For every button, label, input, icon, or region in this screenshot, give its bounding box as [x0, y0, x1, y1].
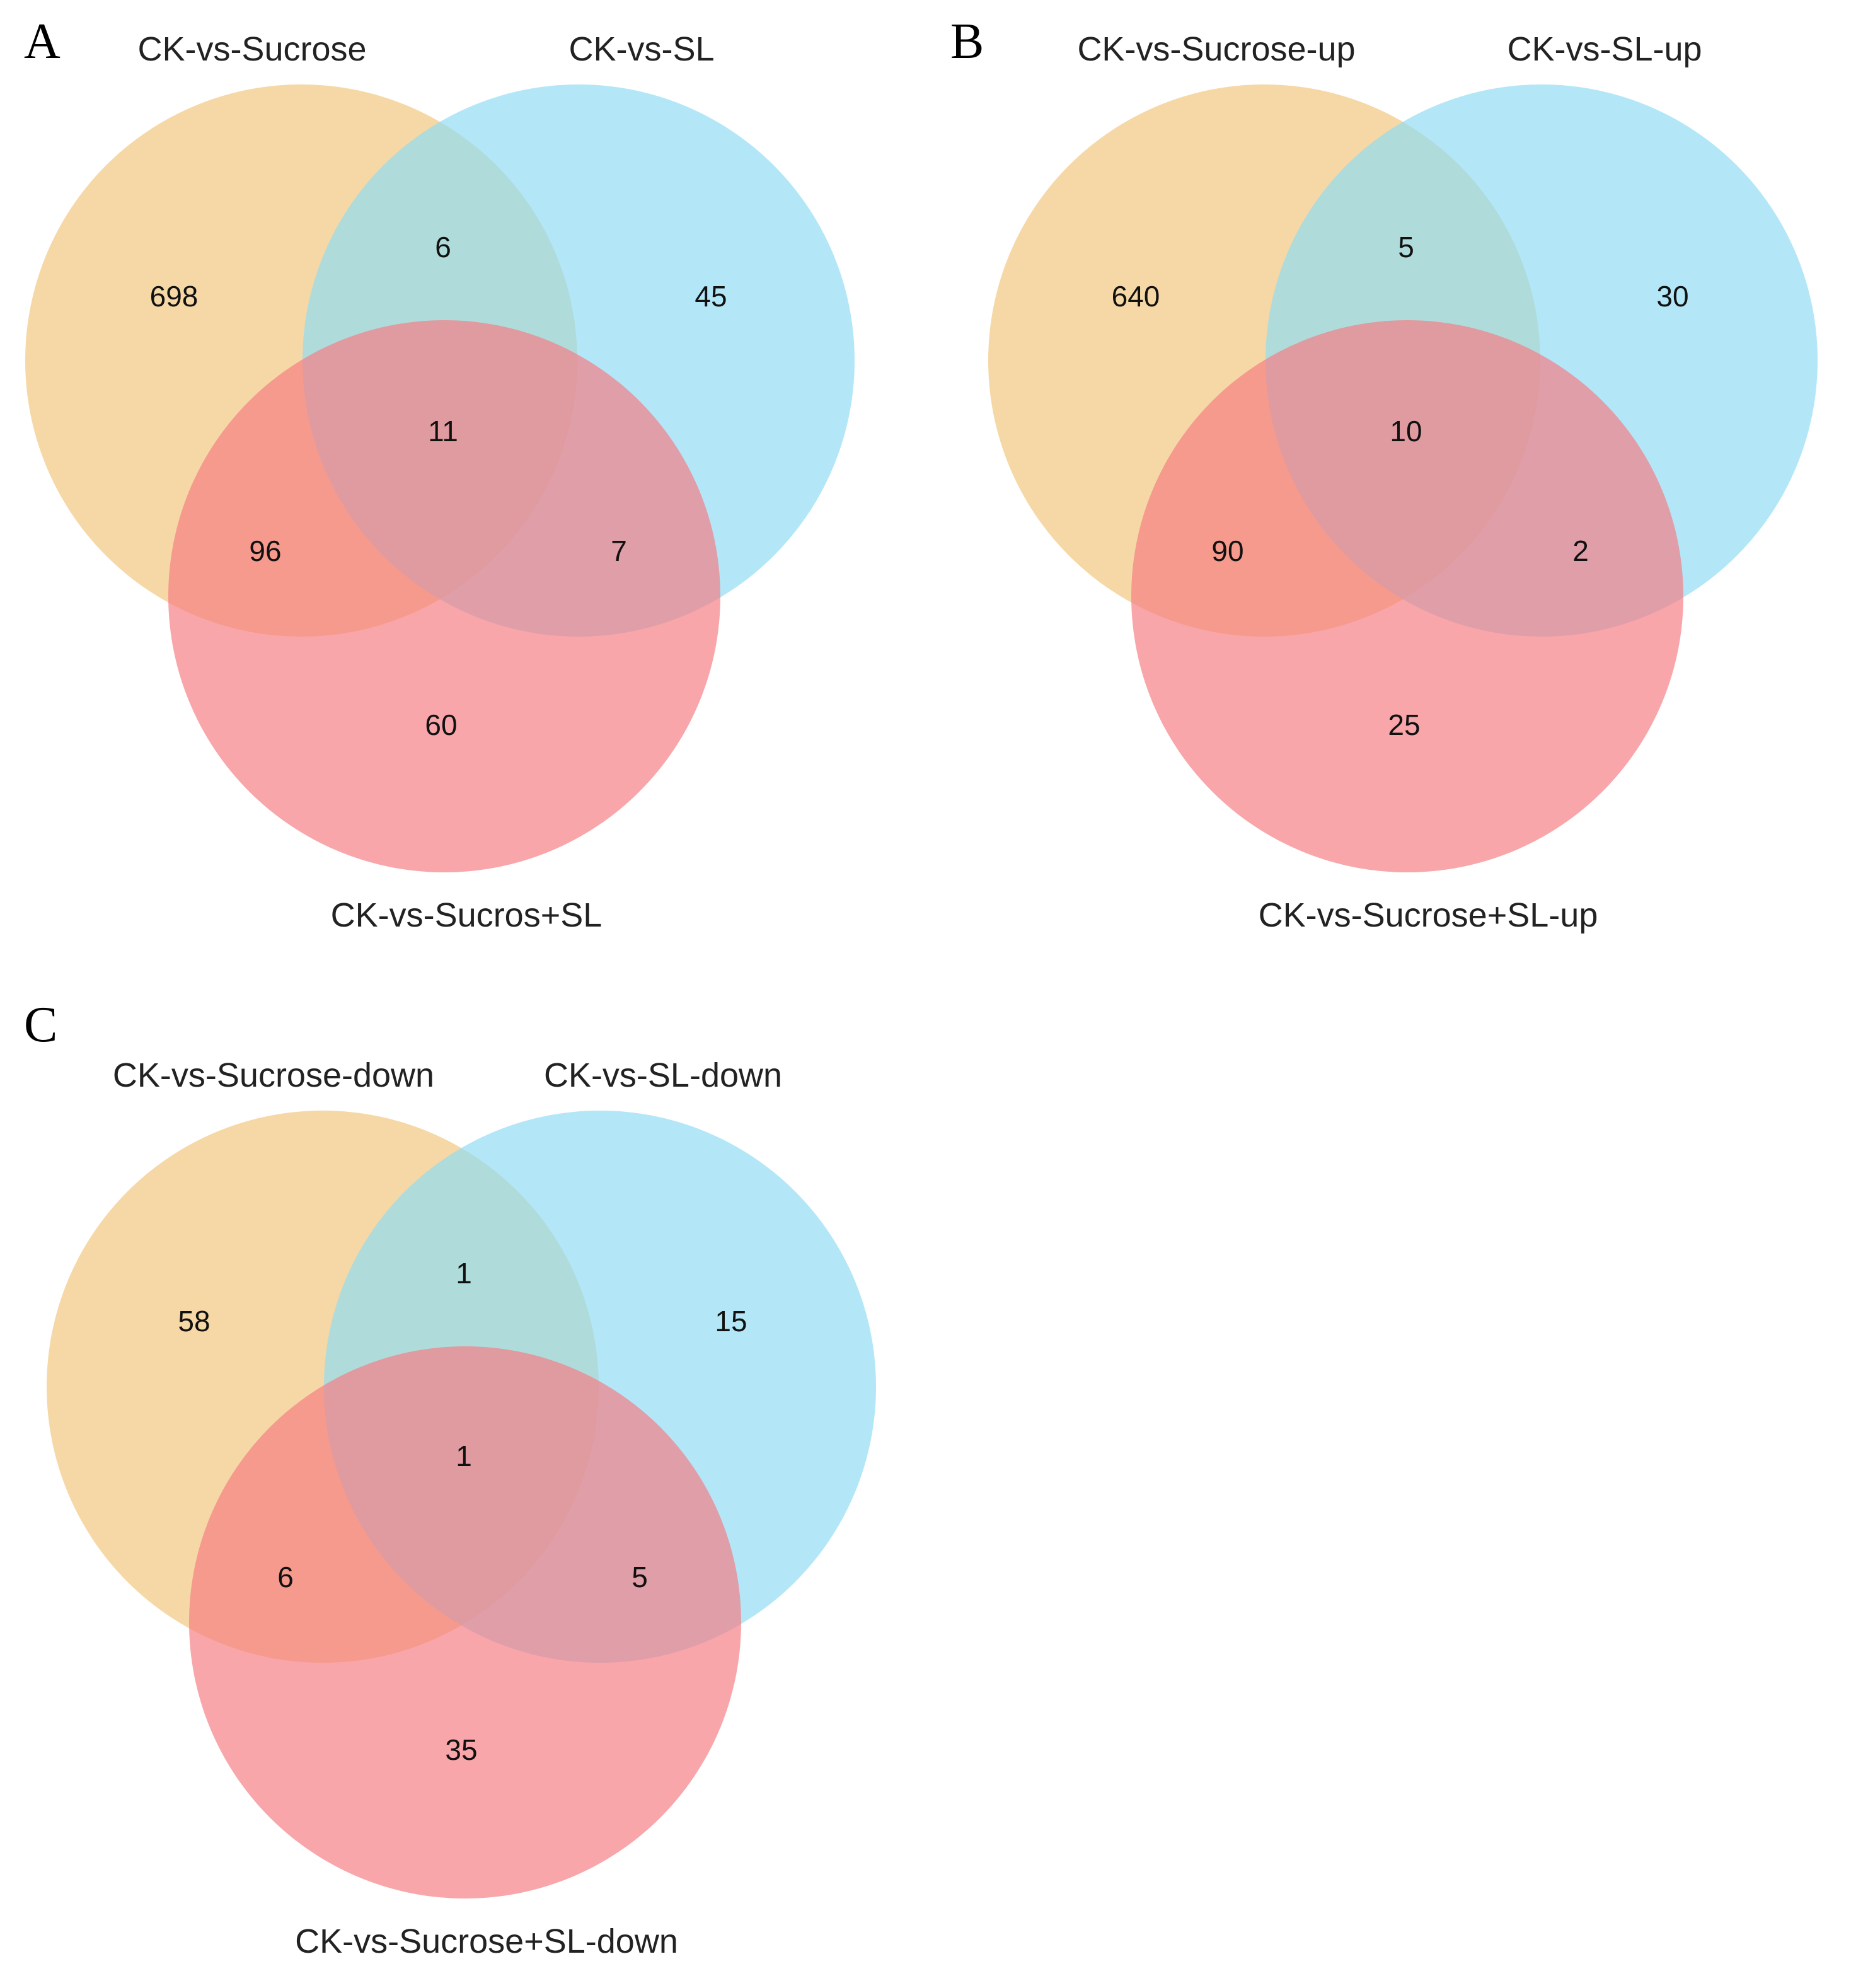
set-3-circle [189, 1346, 741, 1898]
count-set-1-only: 698 [150, 280, 199, 313]
count-set-2-3: 7 [611, 535, 627, 567]
panel-letter: B [950, 14, 984, 69]
set-3-label: CK-vs-Sucrose+SL-up [1259, 896, 1598, 934]
set-2-label: CK-vs-SL-down [544, 1056, 782, 1094]
count-set-1-3: 96 [249, 535, 281, 567]
count-set-2-only: 30 [1656, 280, 1688, 313]
set-1-label: CK-vs-Sucrose-down [113, 1056, 434, 1094]
set-1-label: CK-vs-Sucrose [137, 30, 366, 68]
count-set-2-3: 2 [1572, 535, 1589, 567]
set-3-circle [1131, 320, 1683, 872]
panel-letter: C [24, 997, 57, 1053]
count-set-2-3: 5 [631, 1561, 648, 1593]
count-set-1-only: 58 [178, 1305, 210, 1338]
count-set-2-only: 45 [695, 280, 727, 313]
count-set-1-only: 640 [1112, 280, 1160, 313]
set-3-circle [168, 320, 720, 872]
venn-panel-c: C CK-vs-Sucrose-down CK-vs-SL-down CK-vs… [24, 997, 876, 1960]
venn-panel-a: A CK-vs-Sucrose CK-vs-SL CK-vs-Sucros+SL… [24, 14, 855, 934]
set-2-label: CK-vs-SL-up [1507, 30, 1702, 68]
count-set-2-only: 15 [715, 1305, 747, 1338]
set-3-label: CK-vs-Sucros+SL [331, 896, 603, 934]
count-set-3-only: 35 [445, 1733, 477, 1766]
count-set-1-2: 1 [456, 1257, 472, 1290]
count-set-1-3: 6 [277, 1561, 294, 1593]
panel-letter: A [24, 14, 61, 69]
set-1-label: CK-vs-Sucrose-up [1077, 30, 1355, 68]
set-3-label: CK-vs-Sucrose+SL-down [295, 1922, 678, 1960]
count-all-three: 11 [428, 415, 458, 448]
count-all-three: 10 [1390, 415, 1422, 448]
count-set-1-2: 5 [1398, 231, 1414, 263]
count-set-3-only: 25 [1388, 708, 1420, 741]
count-set-1-2: 6 [435, 231, 451, 263]
count-set-3-only: 60 [425, 708, 457, 741]
count-set-1-3: 90 [1211, 535, 1243, 567]
set-2-label: CK-vs-SL [568, 30, 714, 68]
count-all-three: 1 [456, 1440, 472, 1472]
venn-panel-b: B CK-vs-Sucrose-up CK-vs-SL-up CK-vs-Suc… [950, 14, 1818, 934]
